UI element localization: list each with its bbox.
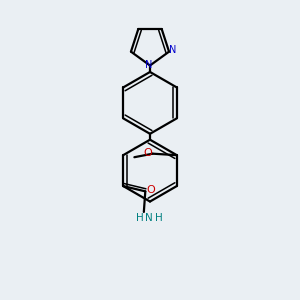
Text: N: N bbox=[145, 214, 153, 224]
Text: N: N bbox=[169, 45, 176, 55]
Text: N: N bbox=[146, 61, 153, 70]
Text: H: H bbox=[136, 214, 144, 224]
Text: H: H bbox=[155, 214, 163, 224]
Text: O: O bbox=[143, 148, 152, 158]
Text: O: O bbox=[147, 185, 156, 195]
